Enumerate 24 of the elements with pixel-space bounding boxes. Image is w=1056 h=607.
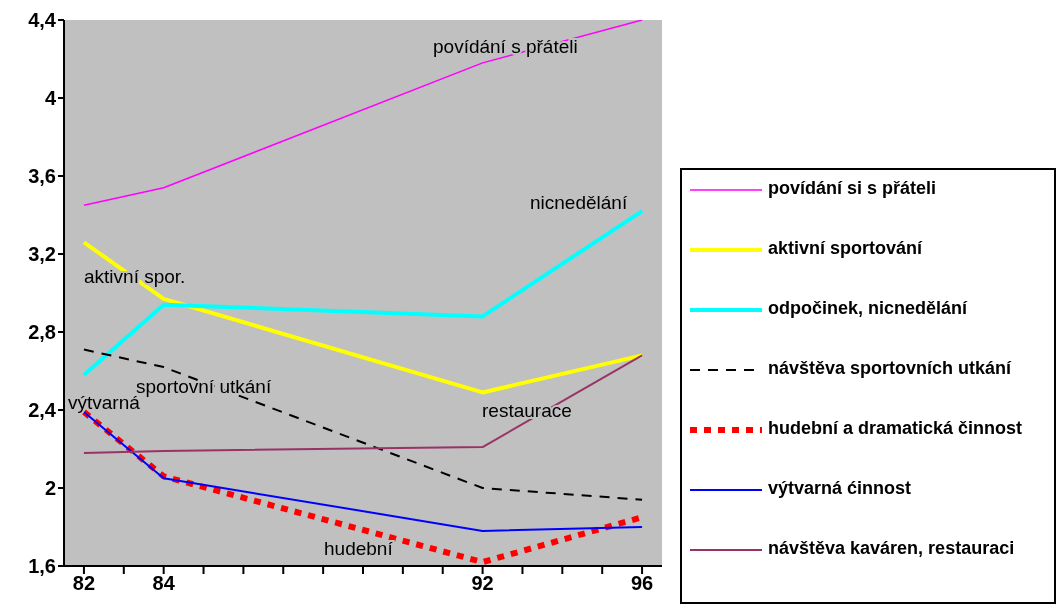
x-tick-label: 82 bbox=[72, 572, 96, 595]
annotation: nicnedělání bbox=[530, 191, 628, 213]
annotation: hudební bbox=[324, 537, 394, 559]
legend-label: výtvarná ćinnost bbox=[768, 477, 912, 500]
legend-label: hudební a dramatická činnost bbox=[768, 417, 1023, 440]
y-tick-label: 3,6 bbox=[28, 165, 56, 188]
y-tick-label: 2,8 bbox=[28, 321, 56, 344]
annotation: sportovní utkání bbox=[136, 375, 272, 397]
x-tick-label: 92 bbox=[471, 572, 494, 595]
y-tick-label: 2 bbox=[44, 477, 56, 500]
y-tick-label: 3,2 bbox=[28, 243, 56, 266]
x-tick-label: 84 bbox=[152, 572, 176, 595]
legend-label: aktivní sportování bbox=[768, 237, 923, 260]
y-tick-label: 2,4 bbox=[28, 399, 57, 422]
y-tick-label: 4,4 bbox=[28, 9, 57, 32]
x-tick-label: 96 bbox=[630, 572, 654, 595]
line-series bbox=[81, 240, 645, 395]
legend-label: návštěva kaváren, restauraci bbox=[768, 537, 1015, 560]
legend-label: povídání si s přáteli bbox=[768, 177, 937, 200]
line-series bbox=[81, 209, 645, 377]
legend-label: návštěva sportovních utkání bbox=[768, 357, 1012, 380]
legend-label: odpočinek, nicnedělání bbox=[768, 297, 968, 320]
y-tick-label: 4 bbox=[44, 87, 57, 110]
y-tick-label: 1,6 bbox=[28, 555, 56, 578]
